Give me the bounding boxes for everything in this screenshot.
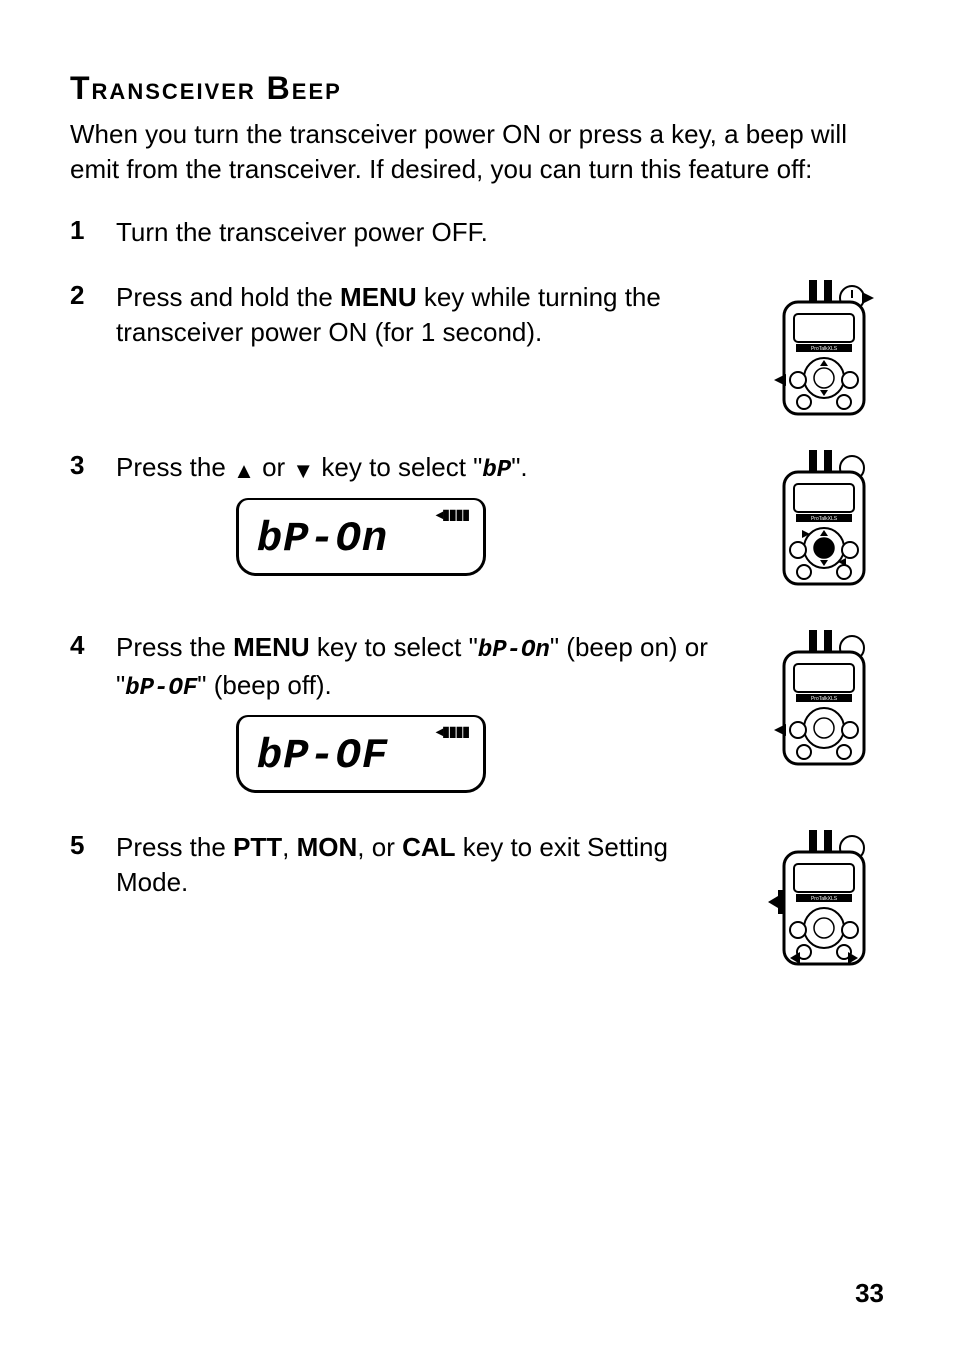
lcd-display: ◂▮▮▮▮ bP-OF: [236, 715, 486, 793]
step-text: Press the MENU key to select "bP-On " (be…: [116, 630, 734, 705]
step-4: 4 Press the MENU key to select "bP-On " (…: [70, 630, 884, 800]
lcd-display: ◂▮▮▮▮ bP-On: [236, 498, 486, 576]
menu-key-label: MENU: [340, 282, 417, 312]
lcd-code: bP-On: [478, 637, 550, 664]
text-fragment: or: [255, 452, 293, 482]
text-fragment: " (beep off).: [197, 670, 332, 700]
text-fragment: Press the: [116, 632, 233, 662]
svg-text:ProTalkXLS: ProTalkXLS: [811, 346, 838, 352]
svg-text:ProTalkXLS: ProTalkXLS: [811, 516, 838, 522]
text-fragment: Press and hold the: [116, 282, 340, 312]
step-number: 3: [70, 450, 116, 481]
text-fragment: ,: [282, 832, 296, 862]
lcd-code: bP: [482, 457, 511, 484]
cal-key-label: CAL: [402, 832, 455, 862]
step-3: 3 Press the ▲ or ▼ key to select "bP". ◂…: [70, 450, 884, 600]
step-number: 1: [70, 215, 116, 246]
step-number: 2: [70, 280, 116, 311]
page-number: 33: [855, 1278, 884, 1309]
text-fragment: ".: [511, 452, 527, 482]
radio-illustration: ProTalkXLS: [754, 830, 884, 975]
text-fragment: key to select ": [310, 632, 478, 662]
ptt-key-label: PTT: [233, 832, 282, 862]
battery-icon: ◂▮▮▮▮: [436, 506, 469, 523]
step-number: 5: [70, 830, 116, 861]
step-2: 2 Press and hold the MENU key while turn…: [70, 280, 884, 420]
down-arrow-icon: ▼: [292, 456, 314, 486]
step-5: 5 Press the PTT, MON, or CAL key to exit…: [70, 830, 884, 980]
radio-illustration: ProTalkXLS: [754, 280, 884, 425]
svg-text:ProTalkXLS: ProTalkXLS: [811, 696, 838, 702]
lcd-code: bP-OF: [125, 675, 197, 702]
steps-list: 1 Turn the transceiver power OFF. 2 Pres…: [70, 215, 884, 980]
step-text: Press the ▲ or ▼ key to select "bP".: [116, 450, 734, 487]
text-fragment: key to select ": [314, 452, 482, 482]
step-number: 4: [70, 630, 116, 661]
step-1: 1 Turn the transceiver power OFF.: [70, 215, 884, 250]
step-text: Press the PTT, MON, or CAL key to exit S…: [116, 830, 734, 900]
text-fragment: , or: [357, 832, 402, 862]
radio-illustration: ProTalkXLS: [754, 630, 884, 775]
menu-key-label: MENU: [233, 632, 310, 662]
step-text: Press and hold the MENU key while turnin…: [116, 280, 734, 350]
text-fragment: Press the: [116, 452, 233, 482]
text-fragment: Press the: [116, 832, 233, 862]
intro-paragraph: When you turn the transceiver power ON o…: [70, 117, 884, 187]
svg-text:ProTalkXLS: ProTalkXLS: [811, 896, 838, 902]
section-title: Transceiver Beep: [70, 70, 884, 107]
up-arrow-icon: ▲: [233, 456, 255, 486]
radio-illustration: ProTalkXLS: [754, 450, 884, 595]
battery-icon: ◂▮▮▮▮: [436, 723, 469, 740]
step-text: Turn the transceiver power OFF.: [116, 215, 734, 250]
mon-key-label: MON: [297, 832, 358, 862]
